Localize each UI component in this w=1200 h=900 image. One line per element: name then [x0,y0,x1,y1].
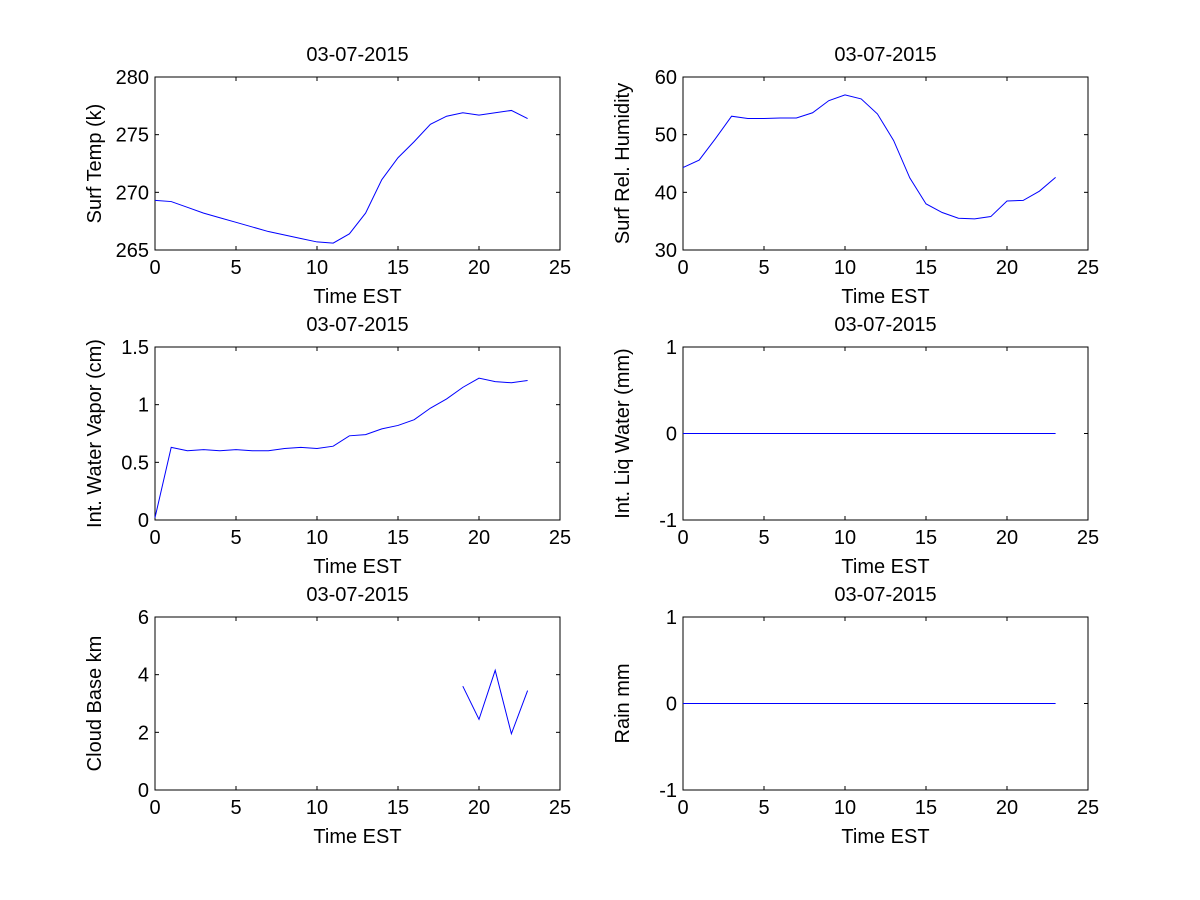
x-tick-label: 20 [468,527,490,549]
x-axis-label: Time EST [313,556,401,578]
x-tick-label: 5 [758,797,769,819]
x-tick-label: 5 [230,257,241,279]
chart-title: 03-07-2015 [834,44,936,66]
x-tick-label: 25 [549,527,571,549]
x-axis-label: Time EST [313,826,401,848]
x-axis-label: Time EST [841,556,929,578]
x-axis-label: Time EST [313,286,401,308]
series-line-1 [154,109,528,244]
x-axis-label: Time EST [841,826,929,848]
y-tick-label: 6 [138,607,149,629]
chart-title: 03-07-2015 [306,44,408,66]
subplot-5: 0 5 10 15 20 25 0 2 4 6 03-07-2015 Time EST Cloud Ba… [84,584,571,848]
chart-title: 03-07-2015 [834,584,936,606]
x-tick-label: 0 [149,257,160,279]
x-tick-label: 20 [468,797,490,819]
x-tick-label: 0 [149,527,160,549]
x-tick-label: 10 [306,257,328,279]
y-axis-label: Surf Rel. Humidity [612,83,634,244]
chart-title: 03-07-2015 [834,314,936,336]
y-tick-label: 4 [138,665,149,687]
y-tick-label: -1 [659,510,677,532]
x-tick-label: 0 [677,527,688,549]
x-tick-label: 15 [915,257,937,279]
y-tick-label: 1 [666,607,677,629]
x-tick-label: 0 [677,257,688,279]
axes-frame [682,76,1089,251]
x-tick-label: 15 [387,257,409,279]
x-tick-label: 5 [230,527,241,549]
y-tick-label: 0 [666,424,677,446]
x-tick-label: 15 [387,797,409,819]
chart-title: 03-07-2015 [306,314,408,336]
axes-frame [154,346,561,521]
subplot-2: 0 5 10 15 20 25 30 40 50 60 03-07-2015 Time EST Surf… [612,44,1099,308]
y-axis-label: Int. Water Vapor (cm) [84,339,106,528]
y-tick-label: 0 [138,780,149,802]
x-tick-label: 20 [468,257,490,279]
x-tick-label: 25 [549,797,571,819]
series-line-1 [462,668,529,736]
x-tick-label: 10 [306,527,328,549]
y-tick-label: 1 [666,337,677,359]
series-line-1 [154,377,528,518]
y-tick-label: 1.5 [121,337,149,359]
x-tick-label: 15 [915,527,937,549]
y-tick-label: 40 [655,182,677,204]
x-tick-label: 10 [834,797,856,819]
y-axis-label: Rain mm [612,663,634,743]
subplot-3: 0 5 10 15 20 25 0 0.5 1 1.5 03-07-2015 Time EST Int.… [84,314,571,578]
y-tick-label: 265 [116,240,149,262]
x-tick-label: 0 [677,797,688,819]
x-tick-label: 15 [915,797,937,819]
y-tick-label: -1 [659,780,677,802]
x-tick-label: 20 [996,527,1018,549]
y-tick-label: 2 [138,722,149,744]
y-tick-label: 50 [655,125,677,147]
series-line-1 [682,94,1056,220]
chart-title: 03-07-2015 [306,584,408,606]
y-tick-label: 275 [116,125,149,147]
y-axis-label: Cloud Base km [84,636,106,772]
x-tick-label: 25 [549,257,571,279]
y-tick-label: 280 [116,67,149,89]
y-tick-label: 0 [138,510,149,532]
y-tick-label: 0.5 [121,452,149,474]
axes-frame [154,616,561,791]
y-tick-label: 1 [138,395,149,417]
x-tick-label: 5 [230,797,241,819]
x-axis-label: Time EST [841,286,929,308]
axes-frame [154,76,561,251]
y-axis-label: Surf Temp (k) [84,104,106,224]
x-tick-label: 10 [834,257,856,279]
x-tick-label: 25 [1077,797,1099,819]
x-tick-label: 5 [758,527,769,549]
y-tick-label: 0 [666,694,677,716]
y-tick-label: 60 [655,67,677,89]
x-tick-label: 5 [758,257,769,279]
x-tick-label: 0 [149,797,160,819]
y-tick-label: 270 [116,182,149,204]
y-tick-label: 30 [655,240,677,262]
subplot-1: 0 5 10 15 20 25 265 270 275 280 03-07-2015 Time EST… [84,44,571,308]
x-tick-label: 25 [1077,527,1099,549]
x-tick-label: 10 [834,527,856,549]
x-tick-label: 15 [387,527,409,549]
x-tick-label: 20 [996,797,1018,819]
x-tick-label: 10 [306,797,328,819]
x-tick-label: 20 [996,257,1018,279]
x-tick-label: 25 [1077,257,1099,279]
y-axis-label: Int. Liq Water (mm) [612,348,634,518]
